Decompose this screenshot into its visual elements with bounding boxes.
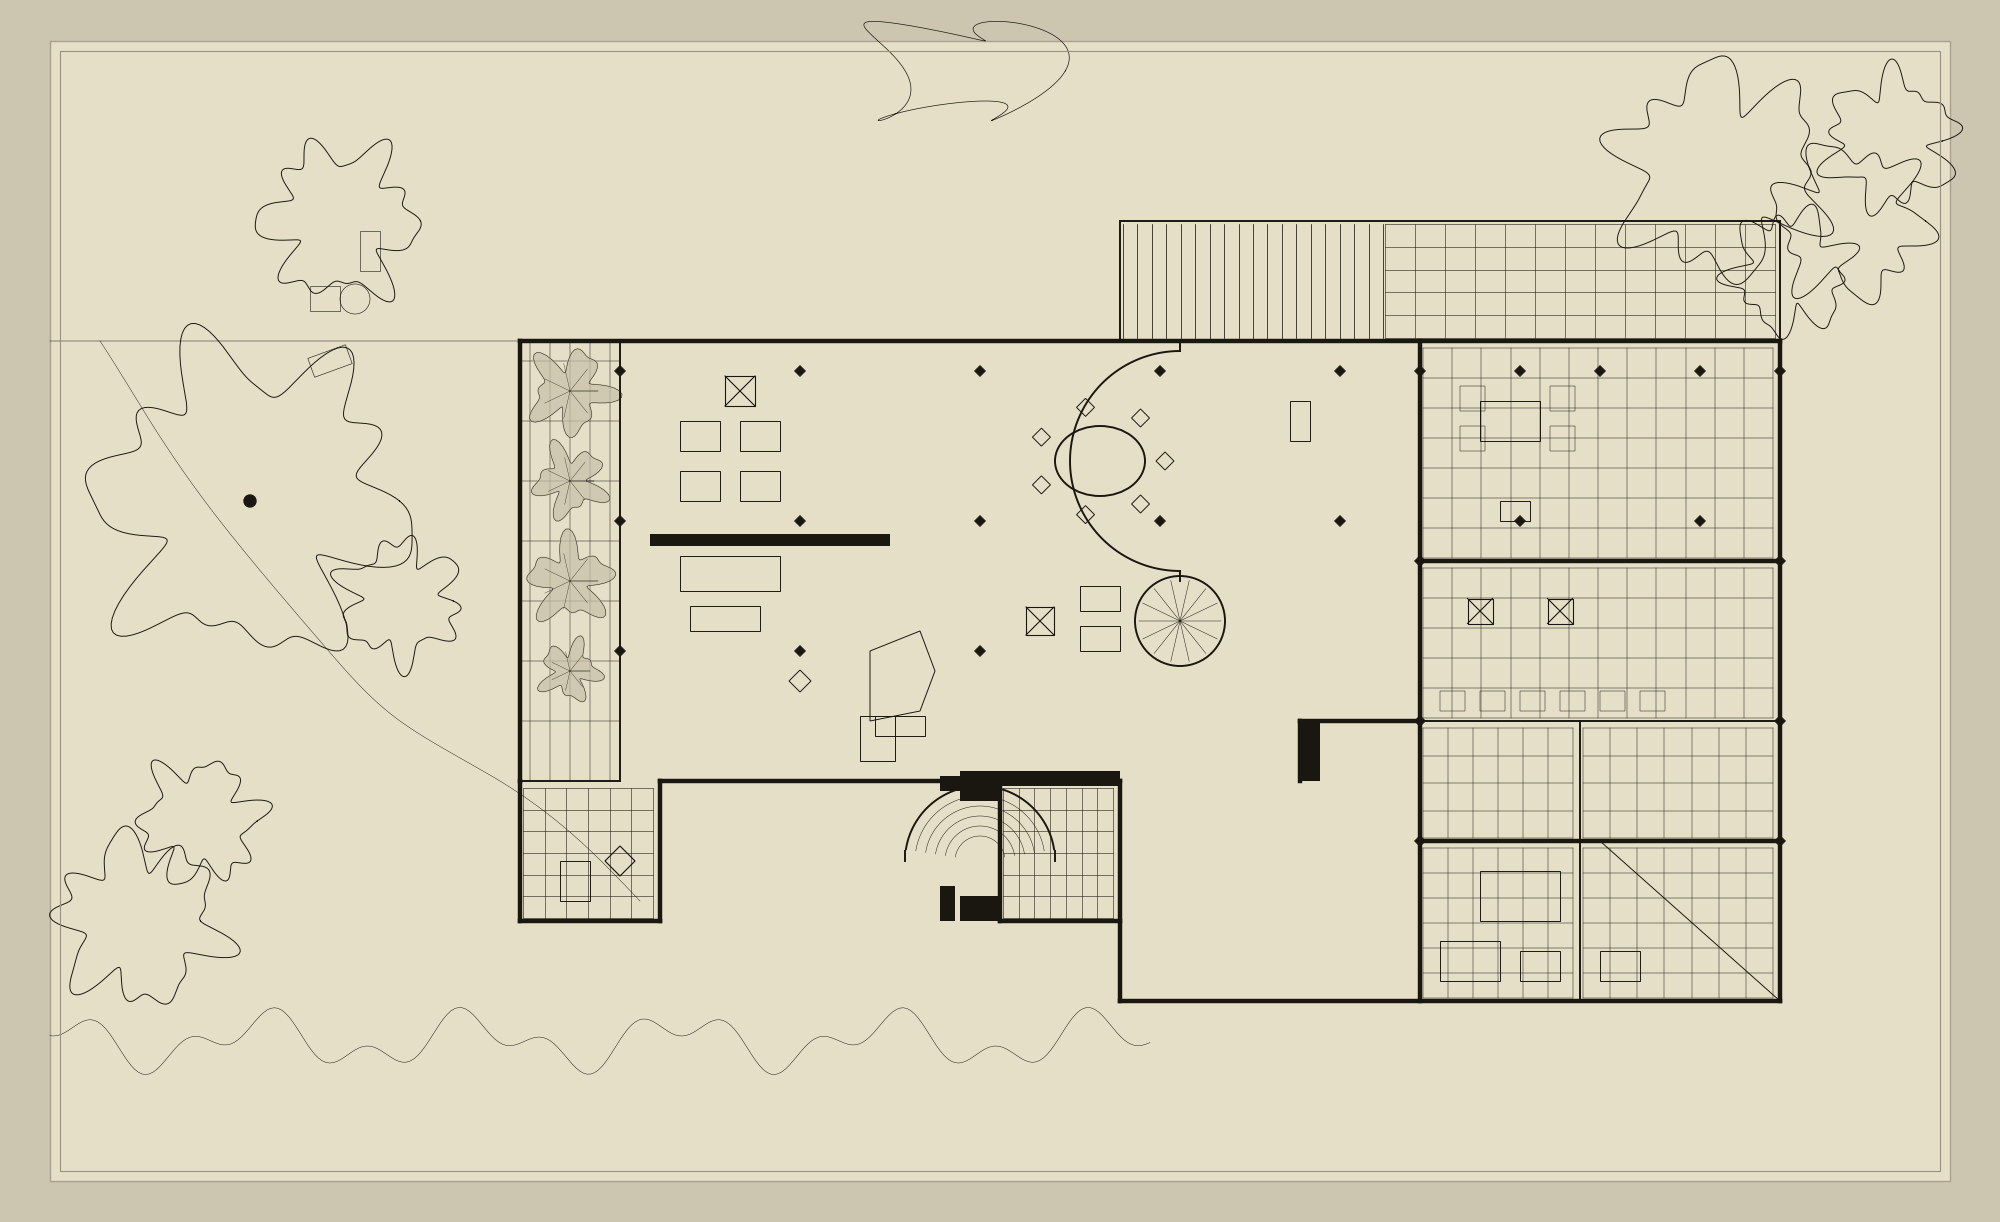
Bar bbox=[940, 776, 1000, 791]
Polygon shape bbox=[1334, 365, 1346, 376]
Bar bbox=[1640, 690, 1664, 711]
Polygon shape bbox=[538, 635, 604, 701]
Polygon shape bbox=[526, 529, 616, 622]
Polygon shape bbox=[1154, 516, 1166, 527]
Polygon shape bbox=[794, 645, 806, 656]
Bar bbox=[1500, 501, 1530, 521]
Bar bbox=[960, 896, 1000, 921]
Bar bbox=[680, 422, 720, 451]
Polygon shape bbox=[532, 440, 610, 521]
Polygon shape bbox=[1334, 516, 1346, 527]
Bar bbox=[1600, 690, 1624, 711]
Polygon shape bbox=[794, 365, 806, 376]
Bar bbox=[1460, 426, 1484, 451]
Bar bbox=[1560, 690, 1584, 711]
Bar bbox=[520, 341, 620, 781]
Polygon shape bbox=[1694, 516, 1706, 527]
Bar bbox=[1520, 951, 1560, 981]
Bar bbox=[960, 771, 1120, 786]
Bar bbox=[1290, 401, 1310, 441]
Polygon shape bbox=[1414, 365, 1426, 376]
Polygon shape bbox=[794, 516, 806, 527]
Polygon shape bbox=[614, 516, 626, 527]
Polygon shape bbox=[1594, 365, 1606, 376]
Bar bbox=[1440, 690, 1464, 711]
Polygon shape bbox=[1774, 836, 1786, 847]
Polygon shape bbox=[1514, 516, 1526, 527]
Bar bbox=[1026, 607, 1054, 635]
Bar bbox=[690, 606, 760, 631]
Polygon shape bbox=[530, 348, 622, 437]
Polygon shape bbox=[1774, 716, 1786, 727]
Bar bbox=[1550, 386, 1576, 411]
Bar bbox=[1120, 221, 1780, 341]
Polygon shape bbox=[974, 365, 986, 376]
Polygon shape bbox=[1414, 716, 1426, 727]
Bar bbox=[680, 470, 720, 501]
Bar bbox=[740, 422, 780, 451]
Bar bbox=[876, 716, 924, 736]
Bar bbox=[1300, 721, 1320, 781]
Bar bbox=[650, 534, 890, 546]
Polygon shape bbox=[1154, 365, 1166, 376]
Bar bbox=[1600, 951, 1640, 981]
Circle shape bbox=[244, 495, 256, 507]
Bar bbox=[680, 556, 780, 591]
Bar bbox=[960, 776, 1000, 800]
Bar bbox=[1460, 386, 1484, 411]
Bar bbox=[360, 231, 380, 271]
Bar bbox=[740, 470, 780, 501]
Bar bbox=[1080, 626, 1120, 651]
Bar bbox=[1480, 690, 1506, 711]
Polygon shape bbox=[974, 645, 986, 656]
Polygon shape bbox=[974, 516, 986, 527]
Bar bbox=[1480, 401, 1540, 441]
Bar bbox=[560, 862, 590, 901]
Polygon shape bbox=[1514, 365, 1526, 376]
Bar bbox=[1520, 690, 1544, 711]
Bar bbox=[1080, 587, 1120, 611]
Polygon shape bbox=[1414, 556, 1426, 567]
Bar bbox=[1440, 941, 1500, 981]
Polygon shape bbox=[1774, 365, 1786, 376]
Polygon shape bbox=[614, 365, 626, 376]
Polygon shape bbox=[1694, 365, 1706, 376]
Bar bbox=[310, 286, 340, 312]
Polygon shape bbox=[1774, 556, 1786, 567]
Bar bbox=[1468, 599, 1492, 623]
Bar bbox=[860, 716, 896, 761]
Bar bbox=[1480, 871, 1560, 921]
Polygon shape bbox=[614, 645, 626, 656]
Polygon shape bbox=[1414, 836, 1426, 847]
Bar bbox=[724, 376, 756, 406]
Bar bbox=[940, 886, 956, 921]
Bar bbox=[1550, 426, 1576, 451]
Bar bbox=[1548, 599, 1572, 623]
